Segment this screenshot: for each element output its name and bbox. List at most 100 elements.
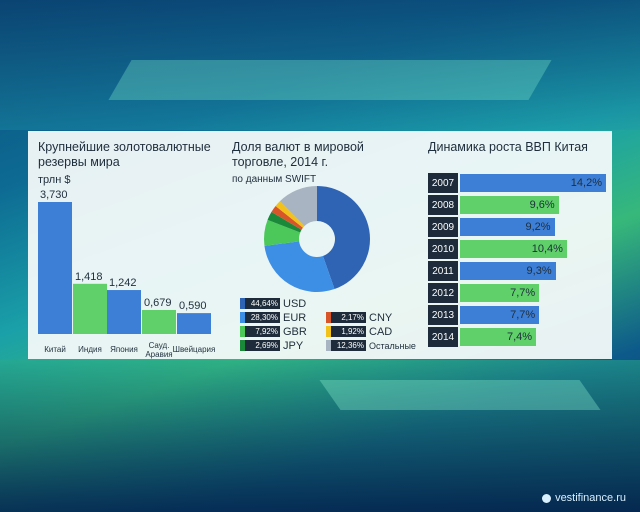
gdp-year-label: 2011 <box>428 261 458 281</box>
gdp-row: 2014 7,4% <box>428 327 608 347</box>
reserves-value-label: 0,590 <box>179 300 207 312</box>
gdp-row: 2009 9,2% <box>428 217 608 237</box>
reserves-category-label: Япония <box>110 345 138 354</box>
reserves-title-line1: Крупнейшие золотовалютные <box>38 140 211 154</box>
legend-item-usd: 44,64% USD <box>240 297 306 310</box>
gdp-value-label: 9,6% <box>529 199 555 211</box>
legend-item-cny: 2,17% CNY <box>326 311 392 324</box>
legend-swatch <box>326 312 331 323</box>
legend-label: JPY <box>283 339 304 352</box>
legend-value-box: 28,30% <box>240 312 280 323</box>
reserves-value-label: 3,730 <box>40 189 68 201</box>
legend-label: GBR <box>283 325 307 338</box>
legend-item-остальные: 12,36% Остальные <box>326 339 416 352</box>
reserves-category-label: Швейцария <box>173 345 216 354</box>
reserves-bar <box>177 313 211 334</box>
gdp-bar <box>460 218 555 236</box>
legend-item-gbr: 7,92% GBR <box>240 325 307 338</box>
gdp-bar <box>460 328 537 346</box>
gdp-value-label: 14,2% <box>570 177 602 189</box>
legend-value-box: 1,92% <box>326 326 366 337</box>
legend-value: 44,64% <box>250 299 278 308</box>
gdp-value-label: 10,4% <box>531 243 563 255</box>
gdp-row: 2011 9,3% <box>428 261 608 281</box>
gdp-bar <box>460 262 556 280</box>
legend-item-eur: 28,30% EUR <box>240 311 306 324</box>
legend-item-jpy: 2,69% JPY <box>240 339 303 352</box>
reserves-bar <box>38 202 72 334</box>
pie-slice-cny <box>271 205 303 230</box>
pie-slice-jpy <box>267 211 302 233</box>
reserves-category-label: Индия <box>78 345 102 354</box>
reserves-title-line2: резервы мира <box>38 155 120 169</box>
legend-value-box: 2,69% <box>240 340 280 351</box>
legend-value: 1,92% <box>341 327 364 336</box>
legend-item-cad: 1,92% CAD <box>326 325 392 338</box>
currencies-title-line2: торговле, 2014 г. <box>232 155 329 169</box>
reserves-title: Крупнейшие золотовалютные резервы мира <box>38 140 211 170</box>
legend-swatch <box>240 326 245 337</box>
legend-label: EUR <box>283 311 307 324</box>
legend-value: 7,92% <box>255 327 278 336</box>
legend-swatch <box>240 340 245 351</box>
currencies-source: по данным SWIFT <box>232 174 317 185</box>
gdp-value-label: 9,3% <box>526 265 552 277</box>
legend-value-box: 7,92% <box>240 326 280 337</box>
pie-slice-остальные <box>279 186 317 227</box>
legend-value: 12,36% <box>336 341 364 350</box>
legend-swatch <box>326 340 331 351</box>
legend-value: 2,69% <box>255 341 278 350</box>
reserves-value-label: 1,418 <box>75 271 103 283</box>
gdp-bar <box>460 306 540 324</box>
gdp-row: 2013 7,7% <box>428 305 608 325</box>
gdp-year-label: 2012 <box>428 283 458 303</box>
currencies-title: Доля валют в мировой торговле, 2014 г. <box>232 140 364 170</box>
reserves-category-label: Аравия <box>145 350 172 359</box>
currencies-title-line1: Доля валют в мировой <box>232 140 364 154</box>
watermark-text: vestifinance.ru <box>555 492 626 504</box>
gdp-year-label: 2013 <box>428 305 458 325</box>
reserves-bar <box>107 290 141 334</box>
gdp-title: Динамика роста ВВП Китая <box>428 140 588 154</box>
legend-label: USD <box>283 297 307 310</box>
gdp-row: 2010 10,4% <box>428 239 608 259</box>
reserves-unit: трлн $ <box>38 174 71 186</box>
gdp-bar <box>460 240 567 258</box>
reserves-value-label: 1,242 <box>109 277 137 289</box>
gdp-bar <box>460 174 606 192</box>
gdp-row: 2008 9,6% <box>428 195 608 215</box>
pie-slice-usd <box>317 185 371 290</box>
legend-swatch <box>240 312 245 323</box>
reserves-category-label: Сауд. <box>149 341 170 350</box>
watermark: vestifinance.ru <box>542 492 626 504</box>
gdp-year-label: 2008 <box>428 195 458 215</box>
gdp-value-label: 7,7% <box>510 287 536 299</box>
legend-label: Остальные <box>369 340 416 351</box>
background-bottom <box>0 360 640 512</box>
reserves-bar <box>73 283 107 334</box>
legend-swatch <box>326 326 331 337</box>
pie-slice-eur <box>264 241 335 292</box>
gdp-value-label: 7,4% <box>507 331 533 343</box>
gdp-year-label: 2007 <box>428 173 458 193</box>
legend-value-box: 44,64% <box>240 298 280 309</box>
legend-value: 28,30% <box>250 313 278 322</box>
legend-label: CNY <box>369 311 393 324</box>
copyright-icon <box>542 493 552 503</box>
background-top <box>0 0 640 130</box>
legend-value-box: 2,17% <box>326 312 366 323</box>
gdp-bar <box>460 284 540 302</box>
gdp-row: 2012 7,7% <box>428 283 608 303</box>
legend-swatch <box>240 298 245 309</box>
gdp-row: 2007 14,2% <box>428 173 608 193</box>
pie-slice-cad <box>275 201 305 228</box>
pie-slice-gbr <box>264 219 301 246</box>
gdp-year-label: 2014 <box>428 327 458 347</box>
legend-value-box: 12,36% <box>326 340 366 351</box>
gdp-value-label: 7,7% <box>510 309 536 321</box>
gdp-year-label: 2010 <box>428 239 458 259</box>
reserves-bar <box>142 309 176 334</box>
gdp-value-label: 9,2% <box>525 221 551 233</box>
